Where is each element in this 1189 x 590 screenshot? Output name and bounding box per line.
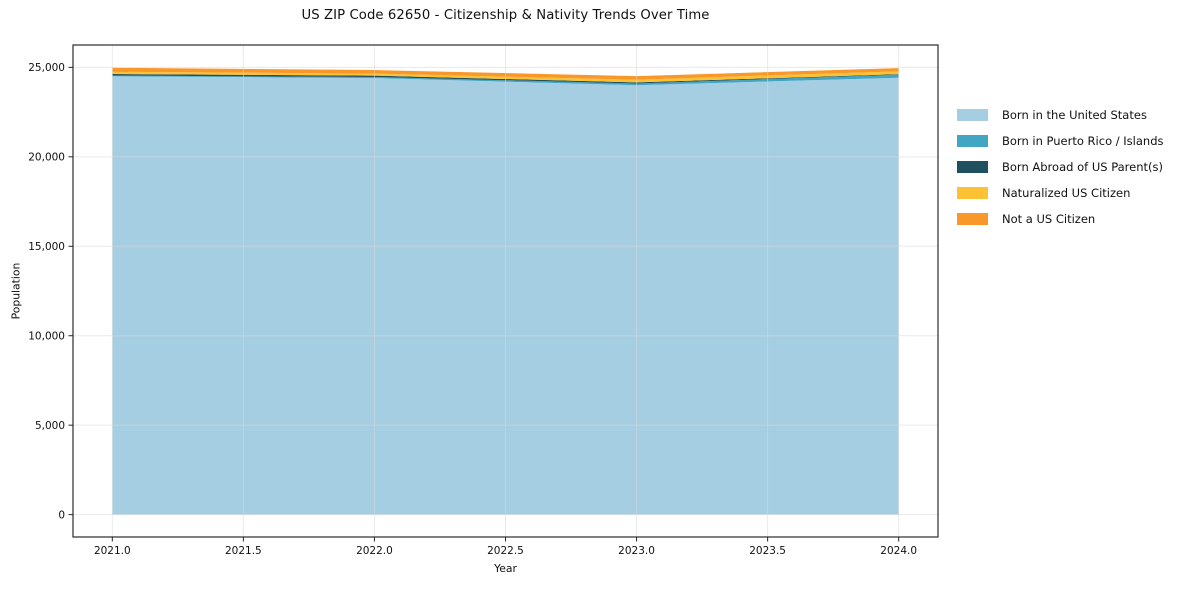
legend-swatch-icon bbox=[957, 213, 988, 225]
y-tick-label: 15,000 bbox=[28, 241, 65, 253]
x-tick-label: 2022.0 bbox=[356, 545, 393, 557]
y-tick-label: 10,000 bbox=[28, 331, 65, 343]
x-tick-label: 2021.0 bbox=[94, 545, 131, 557]
chart-title: US ZIP Code 62650 - Citizenship & Nativi… bbox=[301, 8, 710, 23]
x-tick-label: 2023.0 bbox=[618, 545, 655, 557]
legend-label: Naturalized US Citizen bbox=[1002, 186, 1131, 200]
y-axis-label: Population bbox=[9, 262, 23, 320]
legend-label: Born in the United States bbox=[1002, 108, 1147, 122]
area-born-abroad-of-us-parent-s bbox=[112, 73, 899, 84]
x-tick-label: 2021.5 bbox=[225, 545, 262, 557]
area-born-in-puerto-rico-islands bbox=[112, 74, 899, 86]
x-tick-label: 2024.0 bbox=[880, 545, 917, 557]
legend-swatch-icon bbox=[957, 109, 988, 121]
y-tick-label: 0 bbox=[58, 509, 65, 521]
legend-swatch-icon bbox=[957, 135, 988, 147]
y-tick-label: 5,000 bbox=[35, 420, 65, 432]
legend-label: Born in Puerto Rico / Islands bbox=[1002, 134, 1164, 148]
legend-item: Not a US Citizen bbox=[957, 206, 1164, 232]
x-axis-label: Year bbox=[494, 562, 517, 575]
legend-item: Born Abroad of US Parent(s) bbox=[957, 154, 1164, 180]
legend-item: Born in the United States bbox=[957, 102, 1164, 128]
legend-label: Born Abroad of US Parent(s) bbox=[1002, 160, 1163, 174]
y-tick-label: 20,000 bbox=[28, 152, 65, 164]
x-tick-label: 2023.5 bbox=[749, 545, 786, 557]
legend-label: Not a US Citizen bbox=[1002, 212, 1096, 226]
legend-swatch-icon bbox=[957, 161, 988, 173]
legend-swatch-icon bbox=[957, 187, 988, 199]
x-tick-label: 2022.5 bbox=[487, 545, 524, 557]
legend-item: Naturalized US Citizen bbox=[957, 180, 1164, 206]
y-tick-label: 25,000 bbox=[28, 62, 65, 74]
legend-item: Born in Puerto Rico / Islands bbox=[957, 128, 1164, 154]
legend: Born in the United States Born in Puerto … bbox=[957, 102, 1164, 232]
